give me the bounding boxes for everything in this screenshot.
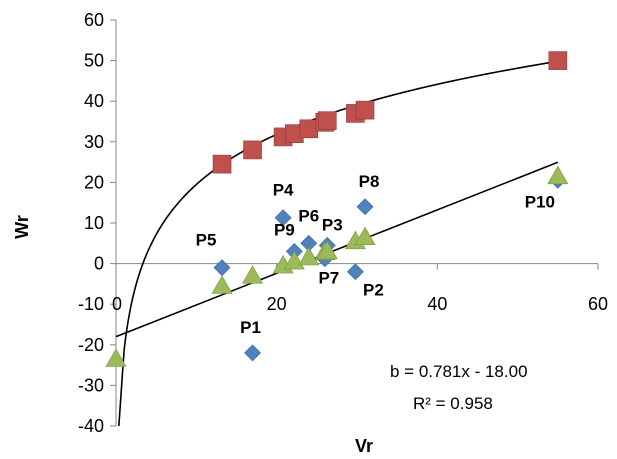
point-label-p4: P4: [273, 181, 294, 200]
point-label-p9: P9: [274, 220, 295, 239]
linear-trendline: [115, 161, 559, 338]
y-tick-label: 10: [84, 213, 104, 233]
square-point: [212, 154, 232, 174]
y-tick-label: 50: [84, 51, 104, 71]
y-tick-label: -20: [78, 335, 104, 355]
x-tick-label: 60: [588, 294, 608, 314]
square-point: [299, 119, 319, 139]
y-tick-label: 40: [84, 91, 104, 111]
diamond-point: [356, 198, 374, 216]
point-label-p3: P3: [322, 215, 343, 234]
triangle-point: [547, 165, 569, 185]
data-points: [105, 51, 569, 367]
log-trendline: [118, 60, 558, 427]
point-label-p2: P2: [363, 281, 384, 300]
triangle-point: [316, 240, 338, 260]
y-tick-label: -10: [78, 294, 104, 314]
triangle-point: [211, 275, 233, 294]
x-tick-label: 0: [112, 294, 122, 314]
diamond-point: [274, 209, 292, 227]
x-tick-label: 40: [427, 294, 447, 314]
point-label-p8: P8: [359, 172, 380, 191]
y-tick-label: 0: [94, 254, 104, 274]
y-tick-label: 20: [84, 172, 104, 192]
point-label-p10: P10: [525, 192, 555, 211]
r-squared-annotation: R² = 0.958: [413, 394, 493, 413]
triangle-point: [298, 246, 320, 266]
triangle-point: [242, 265, 264, 284]
y-tick-label: 30: [84, 132, 104, 152]
y-axis-title: Wr: [12, 215, 32, 239]
triangle-point: [105, 348, 127, 367]
diamond-point: [244, 344, 261, 362]
x-tick-label: 20: [267, 294, 287, 314]
point-label-p1: P1: [240, 318, 261, 337]
square-point: [355, 100, 375, 120]
triangle-point: [354, 226, 376, 246]
y-tick-label: -30: [78, 375, 104, 395]
square-point: [317, 111, 337, 130]
square-point: [548, 51, 568, 70]
equation-annotation: b = 0.781x - 18.00: [390, 362, 528, 381]
square-point: [243, 140, 262, 160]
x-axis-title: Vr: [355, 436, 373, 456]
point-label-p6: P6: [298, 206, 319, 225]
y-tick-label: -40: [78, 416, 104, 436]
diamond-point: [346, 263, 364, 281]
point-labels: P1 P2 P3 P4 P5 P6 P7 P8 P9 P10: [196, 172, 555, 337]
y-tick-label: 60: [84, 10, 104, 30]
point-label-p7: P7: [318, 269, 339, 288]
axes: 60 50 40 30 20 10 0 -10 -20 -30 -40 0 20 40 60: [78, 10, 608, 436]
trendlines: [115, 60, 559, 427]
diamond-point: [213, 259, 231, 277]
point-label-p5: P5: [196, 231, 217, 250]
